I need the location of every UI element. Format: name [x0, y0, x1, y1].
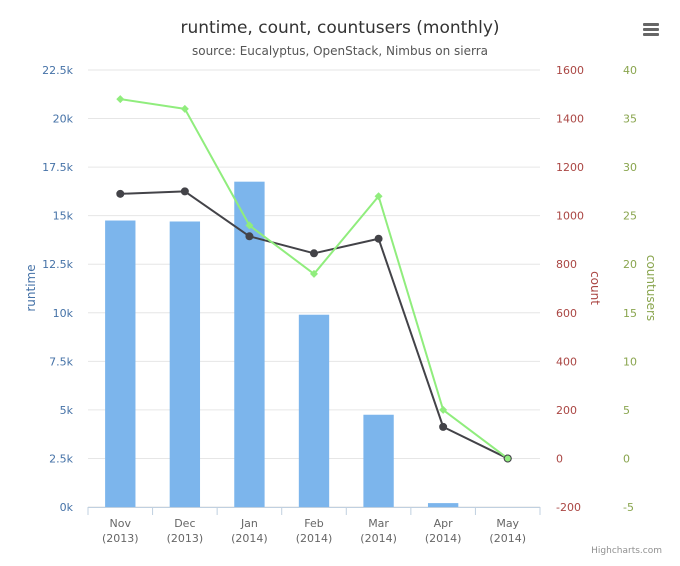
count-tick-label: 200 — [556, 404, 577, 417]
axes: Nov (2013) Dec (2013) Jan (2014) Feb (2014) Mar(… — [24, 64, 658, 545]
runtime-axis-title: runtime — [24, 264, 38, 311]
runtime-bar[interactable] — [234, 181, 265, 507]
countusers-axis-title: countusers — [644, 255, 658, 321]
countusers-point[interactable] — [439, 405, 448, 414]
context-menu-button[interactable] — [636, 16, 666, 42]
count-tick-label: 400 — [556, 355, 577, 368]
runtime-tick-label: 15k — [53, 210, 74, 223]
countusers-tick-label: 35 — [623, 113, 637, 126]
count-tick-label: 1000 — [556, 210, 584, 223]
runtime-bar[interactable] — [363, 414, 394, 507]
countusers-tick-label: 0 — [623, 452, 630, 465]
countusers-tick-label: 15 — [623, 307, 637, 320]
runtime-bar[interactable] — [427, 503, 459, 507]
runtime-bar[interactable] — [298, 314, 330, 507]
runtime-tick-label: 12.5k — [42, 258, 73, 271]
countusers-point[interactable] — [374, 192, 383, 201]
countusers-point[interactable] — [503, 454, 512, 463]
chart-title: runtime, count, countusers (monthly) — [180, 18, 499, 38]
count-tick-label: 800 — [556, 258, 577, 271]
line-series — [116, 95, 512, 463]
runtime-tick-label: 2.5k — [49, 452, 73, 465]
countusers-point[interactable] — [180, 104, 189, 113]
countusers-point[interactable] — [245, 221, 254, 230]
countusers-tick-label: 25 — [623, 210, 637, 223]
runtime-tick-label: 7.5k — [49, 355, 73, 368]
credits-label[interactable]: Highcharts.com — [591, 546, 662, 556]
count-tick-label: 1600 — [556, 64, 584, 77]
count-point[interactable] — [245, 232, 254, 241]
count-tick-label: 0 — [556, 452, 563, 465]
runtime-bar[interactable] — [169, 221, 201, 507]
countusers-tick-label: 40 — [623, 64, 637, 77]
countusers-point[interactable] — [310, 269, 318, 278]
x-tick-label: May (2014) — [489, 517, 526, 545]
x-tick-label: Feb (2014) — [296, 517, 333, 545]
runtime-bar[interactable] — [105, 220, 136, 507]
countusers-tick-label: 10 — [623, 355, 637, 368]
runtime-tick-label: 20k — [53, 113, 74, 126]
runtime-tick-label: 0k — [60, 501, 74, 514]
count-point[interactable] — [374, 234, 383, 243]
count-tick-label: -200 — [556, 501, 581, 514]
countusers-tick-label: 5 — [623, 404, 630, 417]
count-point[interactable] — [180, 187, 189, 196]
count-tick-label: 1200 — [556, 161, 584, 174]
chart-subtitle: source: Eucalyptus, OpenStack, Nimbus on… — [192, 44, 488, 58]
count-tick-label: 600 — [556, 307, 577, 320]
x-tick-label: Nov (2013) — [102, 517, 139, 545]
x-tick-label: Mar (2014) — [360, 517, 397, 545]
countusers-tick-label: 20 — [623, 258, 637, 271]
countusers-tick-label: -5 — [623, 501, 634, 514]
x-tick-label: Apr (2014) — [425, 517, 462, 545]
count-point[interactable] — [310, 249, 318, 258]
count-point[interactable] — [116, 189, 125, 198]
count-tick-label: 1400 — [556, 113, 584, 126]
runtime-tick-label: 17.5k — [42, 161, 73, 174]
countusers-point[interactable] — [116, 95, 125, 104]
x-tick-label: Dec (2013) — [167, 517, 204, 545]
x-tick-label: Jan (2014) — [231, 517, 268, 545]
menu-icon[interactable] — [643, 23, 659, 36]
countusers-tick-label: 30 — [623, 161, 637, 174]
count-point[interactable] — [439, 422, 448, 431]
runtime-tick-label: 5k — [60, 404, 74, 417]
runtime-tick-label: 22.5k — [42, 64, 73, 77]
count-axis-title: count — [588, 271, 602, 305]
runtime-tick-label: 10k — [53, 307, 74, 320]
